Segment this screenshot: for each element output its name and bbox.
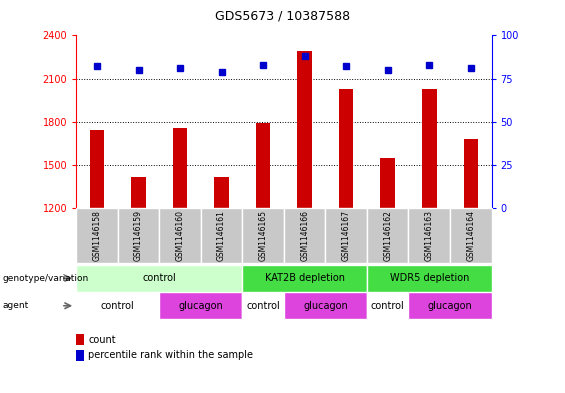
Text: control: control	[371, 301, 405, 311]
Bar	[367, 208, 408, 263]
Bar	[173, 128, 188, 208]
Text: KAT2B depletion: KAT2B depletion	[264, 273, 345, 283]
Text: agent: agent	[3, 301, 29, 310]
Bar	[242, 292, 284, 319]
Bar	[131, 176, 146, 208]
Text: count: count	[88, 334, 116, 345]
Bar	[201, 208, 242, 263]
Text: GSM1146163: GSM1146163	[425, 210, 434, 261]
Bar	[118, 208, 159, 263]
Bar	[159, 292, 242, 319]
Text: percentile rank within the sample: percentile rank within the sample	[88, 350, 253, 360]
Bar	[450, 208, 492, 263]
Bar	[76, 208, 118, 263]
Text: GDS5673 / 10387588: GDS5673 / 10387588	[215, 10, 350, 23]
Bar	[380, 158, 395, 208]
Text: GSM1146166: GSM1146166	[300, 210, 309, 261]
Bar	[297, 51, 312, 208]
Bar	[90, 130, 105, 208]
Bar	[76, 292, 159, 319]
Text: GSM1146164: GSM1146164	[466, 210, 475, 261]
Text: glucagon: glucagon	[303, 301, 348, 311]
Bar	[76, 334, 84, 345]
Text: GSM1146161: GSM1146161	[217, 210, 226, 261]
Bar	[408, 208, 450, 263]
Text: GSM1146159: GSM1146159	[134, 210, 143, 261]
Text: control: control	[101, 301, 134, 311]
Text: GSM1146165: GSM1146165	[259, 210, 268, 261]
Bar	[422, 89, 437, 208]
Bar	[284, 292, 367, 319]
Text: genotype/variation: genotype/variation	[3, 274, 89, 283]
Text: WDR5 depletion: WDR5 depletion	[390, 273, 469, 283]
Bar	[367, 292, 408, 319]
Bar	[463, 139, 478, 208]
Bar	[159, 208, 201, 263]
Bar	[256, 123, 271, 208]
Text: GSM1146162: GSM1146162	[383, 210, 392, 261]
Text: control: control	[246, 301, 280, 311]
Bar	[284, 208, 325, 263]
Text: glucagon: glucagon	[428, 301, 472, 311]
Bar	[339, 89, 354, 208]
Text: GSM1146160: GSM1146160	[176, 210, 185, 261]
Text: glucagon: glucagon	[179, 301, 223, 311]
Text: control: control	[142, 273, 176, 283]
Bar	[76, 265, 242, 292]
Bar	[242, 208, 284, 263]
Bar	[242, 265, 367, 292]
Bar	[408, 292, 492, 319]
Text: GSM1146167: GSM1146167	[342, 210, 351, 261]
Bar	[214, 176, 229, 208]
Bar	[367, 265, 492, 292]
Text: GSM1146158: GSM1146158	[93, 210, 102, 261]
Bar	[325, 208, 367, 263]
Bar	[76, 350, 84, 361]
